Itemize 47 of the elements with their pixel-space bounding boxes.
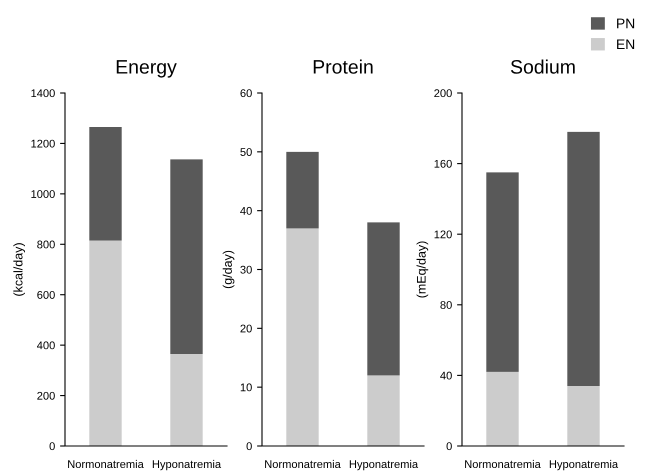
bar <box>89 127 122 241</box>
x-tick-label: Normonatremia <box>68 460 144 468</box>
x-tick-label: Normonatremia <box>465 460 541 468</box>
y-tick-label: 20 <box>240 324 252 332</box>
x-tick-label: Hyponatremia <box>152 460 222 470</box>
bar <box>567 132 600 386</box>
legend-label: EN <box>617 39 634 49</box>
y-tick-label: 160 <box>434 160 452 168</box>
y-tick-label: 0 <box>446 442 452 450</box>
y-axis-title: (g/day) <box>222 250 234 288</box>
chart-title: Protein <box>314 59 373 74</box>
y-tick-label: 1200 <box>31 140 55 148</box>
chart-title: Energy <box>116 60 177 78</box>
x-tick-label: Hyponatremia <box>550 460 618 470</box>
y-tick-label: 30 <box>240 266 252 274</box>
y-tick-label: 60 <box>240 89 252 98</box>
y-tick-label: 40 <box>440 372 452 380</box>
bar <box>486 172 519 372</box>
x-tick-label: Hyponatremia <box>350 460 418 470</box>
y-tick-label: 0 <box>246 442 252 450</box>
y-tick-label: 80 <box>440 301 452 309</box>
y-tick-label: 1400 <box>31 89 55 98</box>
bar <box>170 159 203 354</box>
bar <box>367 375 400 446</box>
y-tick-label: 120 <box>434 230 452 238</box>
y-tick-label: 50 <box>240 148 252 156</box>
y-tick-label: 800 <box>37 240 55 248</box>
y-tick-label: 10 <box>240 383 252 392</box>
bar <box>567 386 600 446</box>
y-tick-label: 40 <box>240 206 252 215</box>
y-tick-label: 400 <box>36 341 55 350</box>
x-tick-label: Normonatremia <box>265 460 341 468</box>
bar <box>286 228 319 446</box>
bar <box>286 152 319 228</box>
y-axis-title: (kcal/day) <box>13 243 26 296</box>
bar <box>89 240 122 446</box>
y-axis-title: (mEq/day) <box>416 241 428 298</box>
bar <box>170 354 203 446</box>
bar <box>367 222 400 376</box>
y-tick-label: 600 <box>37 290 55 299</box>
bar <box>486 372 519 446</box>
chart-title: Sodium <box>510 59 575 74</box>
y-tick-label: 200 <box>37 392 55 400</box>
legend-label: PN <box>617 18 634 28</box>
y-tick-label: 0 <box>50 442 55 450</box>
y-tick-label: 200 <box>434 89 452 98</box>
y-tick-label: 1000 <box>31 190 55 198</box>
